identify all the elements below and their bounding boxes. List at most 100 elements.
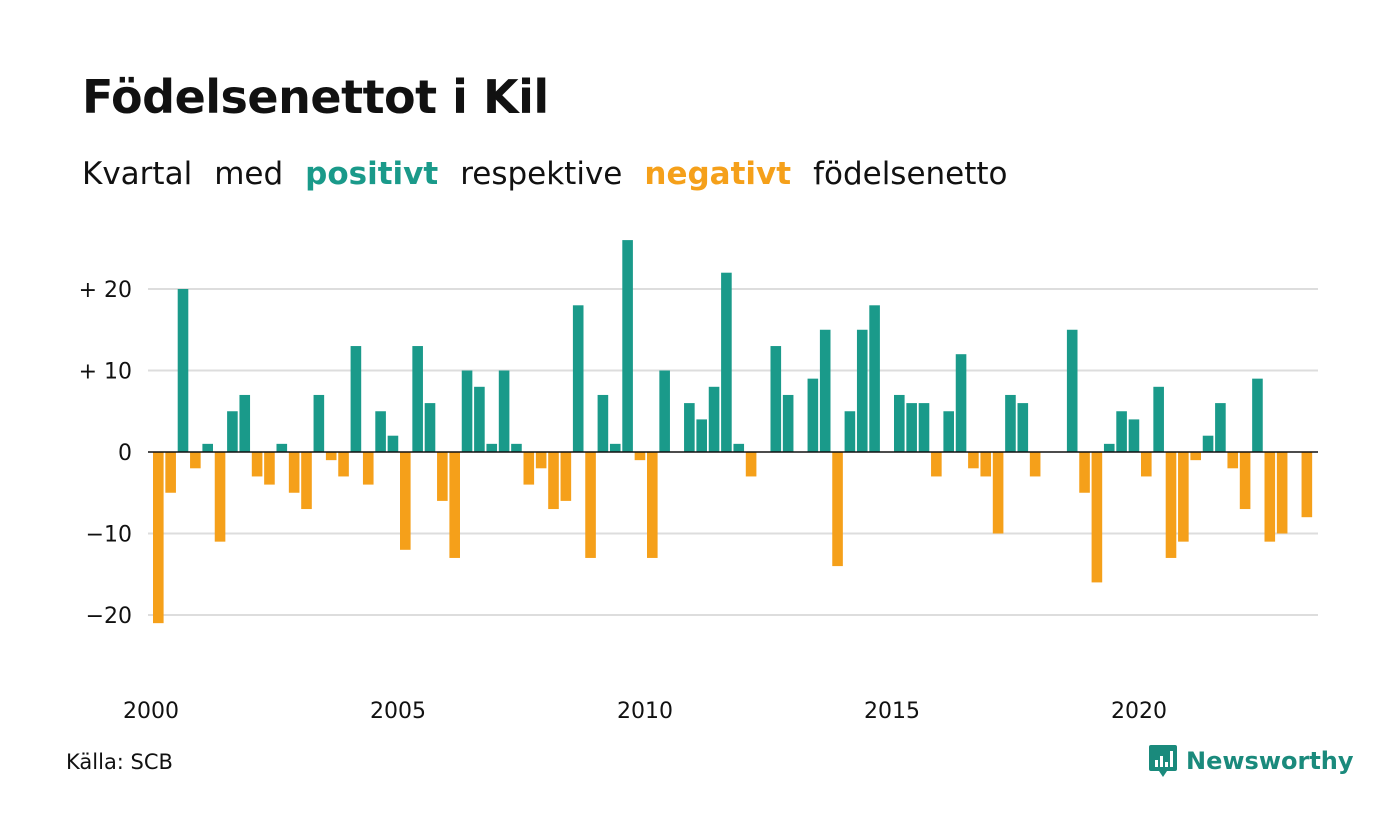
bar	[1227, 452, 1239, 469]
bar	[548, 452, 559, 510]
bar	[585, 452, 596, 558]
bar	[535, 452, 547, 469]
subtitle-text-3: respektive	[460, 156, 623, 192]
bar	[906, 403, 917, 452]
bar	[325, 452, 337, 461]
x-tick-label: 2020	[1111, 699, 1167, 724]
bar	[1017, 403, 1029, 452]
bar	[437, 452, 448, 501]
bar	[659, 370, 670, 452]
bar	[708, 386, 720, 452]
bar	[412, 346, 423, 452]
bar	[560, 452, 572, 501]
bar	[227, 411, 238, 452]
x-tick-label: 2005	[370, 699, 426, 724]
bar	[943, 411, 954, 452]
x-tick-label: 2010	[617, 699, 673, 724]
x-tick-label: 2000	[123, 699, 179, 724]
bar	[1079, 452, 1090, 493]
bar	[1116, 411, 1127, 452]
brand-logo: Newsworthy	[1148, 744, 1354, 778]
bar	[733, 443, 745, 452]
bar	[918, 403, 930, 452]
chart-title: Födelsenettot i Kil	[82, 70, 549, 124]
bar	[1239, 452, 1251, 510]
bar	[449, 452, 460, 558]
bar	[745, 452, 757, 477]
bar	[474, 386, 485, 452]
y-tick-label: + 20	[79, 278, 132, 303]
bar	[869, 305, 880, 452]
bar	[288, 452, 300, 493]
x-tick-label: 2015	[864, 699, 920, 724]
bar	[1301, 452, 1313, 518]
bar	[387, 435, 399, 452]
bar	[819, 329, 831, 452]
bar	[239, 394, 251, 452]
bar	[1165, 452, 1177, 558]
bar	[1103, 443, 1115, 452]
y-tick-label: 0	[118, 441, 132, 466]
bar	[1141, 452, 1152, 477]
bar	[424, 403, 436, 452]
bar	[190, 452, 201, 469]
bar	[1091, 452, 1103, 583]
bar	[276, 443, 288, 452]
bar	[1178, 452, 1189, 542]
chart-subtitle: Kvartal med positivt respektive negativt föde…	[82, 156, 1030, 192]
source-note: Källa: SCB	[66, 750, 173, 774]
bar	[165, 452, 176, 493]
subtitle-text-2: med	[214, 156, 284, 192]
bar	[301, 452, 312, 510]
bar	[338, 452, 349, 477]
bar	[375, 411, 386, 452]
bar	[1153, 386, 1164, 452]
bar	[1276, 452, 1288, 534]
bar	[634, 452, 646, 461]
subtitle-text-1: Kvartal	[82, 156, 193, 192]
y-tick-label: −10	[86, 523, 132, 548]
bar	[856, 329, 868, 452]
bar	[992, 452, 1004, 534]
bar	[597, 394, 609, 452]
bar	[1190, 452, 1201, 461]
bar	[832, 452, 843, 567]
bar	[511, 443, 522, 452]
bar	[1066, 329, 1078, 452]
bar	[264, 452, 275, 485]
bar	[1264, 452, 1276, 542]
bar	[1005, 394, 1016, 452]
bar	[696, 419, 707, 452]
brand-name: Newsworthy	[1186, 747, 1354, 775]
bar	[609, 443, 621, 452]
bar	[1215, 403, 1226, 452]
bar	[362, 452, 374, 485]
bar	[770, 346, 782, 452]
bar	[1128, 419, 1140, 452]
bar	[931, 452, 942, 477]
bar	[523, 452, 535, 485]
bar	[313, 394, 325, 452]
bar	[498, 370, 510, 452]
bar	[202, 443, 213, 452]
bar	[400, 452, 411, 550]
bar	[980, 452, 992, 477]
subtitle-negative-word: negativt	[644, 156, 792, 192]
bar	[461, 370, 473, 452]
bar	[251, 452, 263, 477]
bar	[782, 394, 794, 452]
bar	[955, 354, 967, 452]
bar	[177, 289, 189, 452]
bar	[844, 411, 856, 452]
bar	[1202, 435, 1214, 452]
bar	[684, 403, 695, 452]
bar	[350, 346, 362, 452]
bar	[622, 240, 633, 452]
newsworthy-logo-icon	[1149, 745, 1177, 777]
subtitle-text-4: födelsenetto	[813, 156, 1008, 192]
bar	[486, 443, 498, 452]
bar	[894, 394, 905, 452]
bar	[572, 305, 584, 452]
y-tick-label: −20	[86, 604, 132, 629]
